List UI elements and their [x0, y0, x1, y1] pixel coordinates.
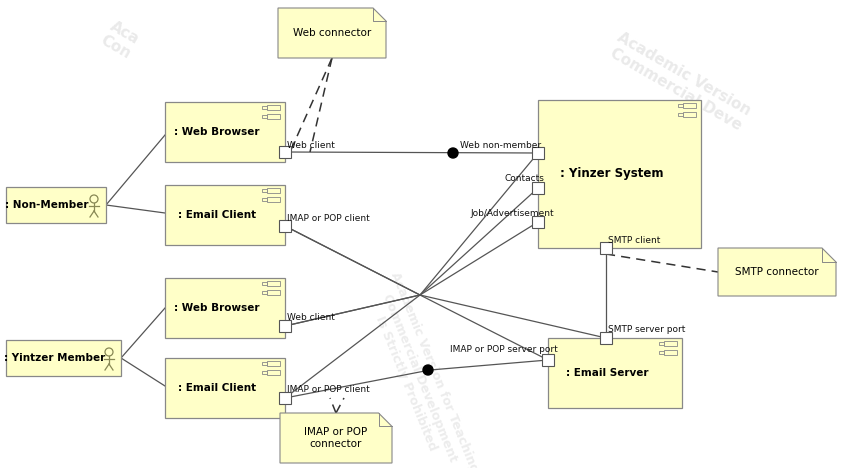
PathPatch shape	[278, 8, 386, 58]
Text: Academic Version
Commercial Deve: Academic Version Commercial Deve	[605, 30, 753, 134]
Text: Aca
Con: Aca Con	[98, 18, 142, 62]
FancyBboxPatch shape	[165, 185, 284, 245]
FancyBboxPatch shape	[682, 103, 695, 108]
FancyBboxPatch shape	[267, 197, 279, 202]
FancyBboxPatch shape	[279, 146, 290, 158]
FancyBboxPatch shape	[262, 189, 267, 192]
Text: : Email Server: : Email Server	[565, 368, 647, 378]
FancyBboxPatch shape	[165, 278, 284, 338]
Text: : Web Browser: : Web Browser	[174, 303, 259, 313]
FancyBboxPatch shape	[548, 338, 681, 408]
Text: Web client: Web client	[287, 141, 334, 150]
FancyBboxPatch shape	[663, 350, 676, 355]
Text: IMAP or POP client: IMAP or POP client	[287, 214, 370, 223]
Text: : Non-Member: : Non-Member	[5, 200, 89, 210]
FancyBboxPatch shape	[658, 342, 663, 345]
FancyBboxPatch shape	[532, 182, 544, 194]
Text: IMAP or POP server port: IMAP or POP server port	[450, 345, 557, 354]
FancyBboxPatch shape	[663, 341, 676, 346]
FancyBboxPatch shape	[262, 106, 267, 109]
Text: Web client: Web client	[287, 313, 334, 322]
FancyBboxPatch shape	[267, 281, 279, 286]
Text: : Email Client: : Email Client	[178, 383, 256, 393]
PathPatch shape	[279, 413, 392, 463]
Text: IMAP or POP
connector: IMAP or POP connector	[304, 427, 367, 449]
FancyBboxPatch shape	[6, 340, 121, 376]
FancyBboxPatch shape	[541, 354, 554, 366]
FancyBboxPatch shape	[267, 105, 279, 110]
FancyBboxPatch shape	[678, 113, 682, 116]
Text: SMTP client: SMTP client	[608, 236, 660, 245]
Text: Job/Advertisement: Job/Advertisement	[469, 209, 553, 218]
Text: IMAP or POP client: IMAP or POP client	[287, 385, 370, 394]
Text: SMTP server port: SMTP server port	[608, 325, 684, 334]
FancyBboxPatch shape	[279, 320, 290, 332]
FancyBboxPatch shape	[267, 361, 279, 366]
FancyBboxPatch shape	[532, 147, 544, 159]
FancyBboxPatch shape	[262, 371, 267, 374]
FancyBboxPatch shape	[262, 115, 267, 118]
Circle shape	[447, 148, 457, 158]
Text: : Email Client: : Email Client	[178, 210, 256, 220]
Text: Web connector: Web connector	[293, 28, 371, 38]
FancyBboxPatch shape	[267, 290, 279, 295]
FancyBboxPatch shape	[262, 198, 267, 201]
FancyBboxPatch shape	[599, 242, 611, 254]
FancyBboxPatch shape	[165, 358, 284, 418]
FancyBboxPatch shape	[279, 392, 290, 404]
FancyBboxPatch shape	[262, 291, 267, 294]
FancyBboxPatch shape	[165, 102, 284, 162]
Text: : Yintzer Member: : Yintzer Member	[4, 353, 105, 363]
Text: Academic Version for Teaching
Commercial Development
Is Strictly Prohibited: Academic Version for Teaching Commercial…	[360, 270, 479, 468]
FancyBboxPatch shape	[532, 216, 544, 228]
Text: Contacts: Contacts	[505, 174, 544, 183]
Text: Web non-member: Web non-member	[459, 141, 540, 150]
FancyBboxPatch shape	[6, 187, 106, 223]
FancyBboxPatch shape	[267, 114, 279, 119]
FancyBboxPatch shape	[262, 362, 267, 365]
FancyBboxPatch shape	[279, 220, 290, 232]
Text: : Web Browser: : Web Browser	[174, 127, 259, 137]
PathPatch shape	[717, 248, 835, 296]
Text: : Yinzer System: : Yinzer System	[559, 168, 663, 181]
FancyBboxPatch shape	[682, 112, 695, 117]
FancyBboxPatch shape	[538, 100, 701, 248]
Circle shape	[423, 365, 432, 375]
FancyBboxPatch shape	[267, 370, 279, 375]
Text: SMTP connector: SMTP connector	[734, 267, 818, 277]
FancyBboxPatch shape	[267, 188, 279, 193]
FancyBboxPatch shape	[658, 351, 663, 354]
FancyBboxPatch shape	[599, 332, 611, 344]
FancyBboxPatch shape	[262, 282, 267, 285]
FancyBboxPatch shape	[678, 104, 682, 107]
